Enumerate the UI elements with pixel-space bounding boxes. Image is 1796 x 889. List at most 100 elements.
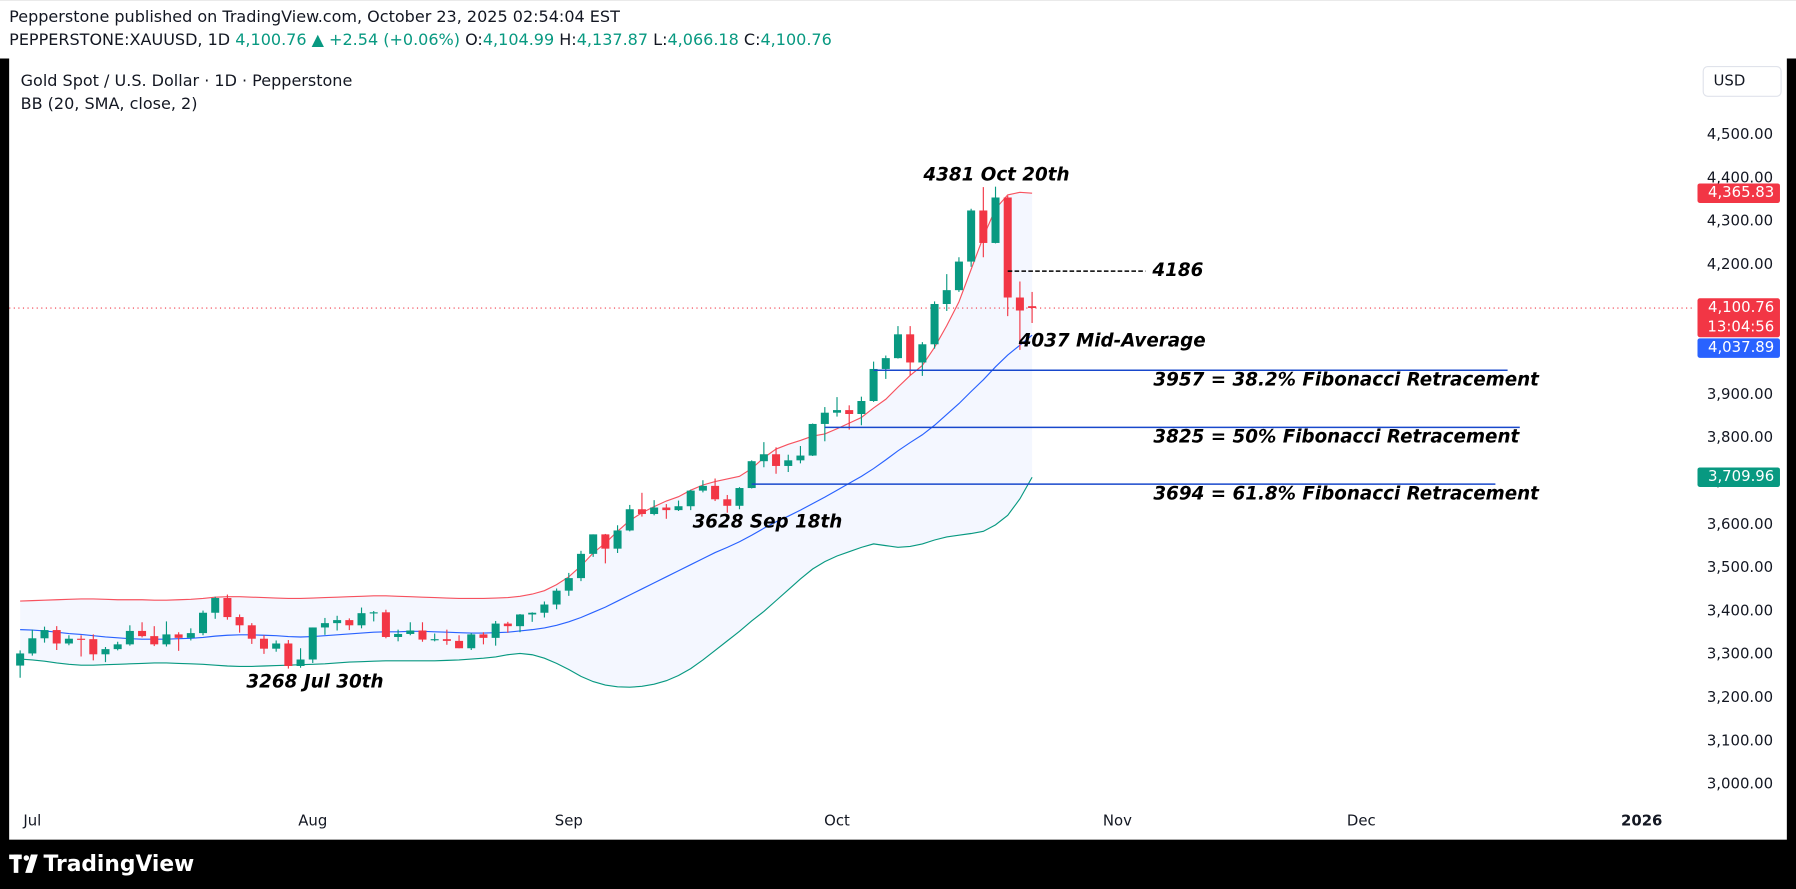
ohlc-label: L: [653, 30, 667, 49]
candle-body [979, 210, 988, 243]
y-tick-label: 3,600.00 [1707, 515, 1773, 533]
footer-brand: TradingView [44, 852, 195, 877]
y-tick-label: 3,800.00 [1707, 428, 1773, 446]
symbol: PEPPERSTONE:XAUUSD, 1D [9, 30, 230, 49]
candle-body [1028, 306, 1037, 309]
ohlc-value: 4,104.99 [483, 30, 554, 49]
candle-body [686, 490, 695, 507]
candle-body [601, 534, 610, 549]
logo [9, 854, 38, 873]
chart-bg [9, 58, 1787, 840]
candle-body [930, 304, 939, 345]
candle-body [381, 612, 390, 637]
header-bg [0, 0, 1796, 59]
candle-body [893, 334, 902, 359]
price-tag [1697, 183, 1780, 203]
candle-body [747, 461, 756, 489]
candle-body [857, 401, 866, 414]
y-tick-label: 4,400.00 [1707, 168, 1773, 186]
candle-body [394, 633, 403, 637]
ohlc-label: O: [465, 30, 483, 49]
price-tag-label: 4,365.83 [1708, 183, 1774, 201]
candle-body [174, 634, 183, 638]
price-tag-label: 4,037.89 [1708, 338, 1774, 356]
candle-body [186, 633, 195, 638]
x-tick-label: Nov [1103, 811, 1132, 829]
y-tick-label: 3,900.00 [1707, 385, 1773, 403]
price-tag [1697, 298, 1780, 338]
currency-button[interactable] [1702, 65, 1782, 97]
candle-body [125, 630, 134, 645]
candle-body [357, 613, 366, 626]
candle-body [430, 639, 439, 641]
chart-title: Gold Spot / U.S. Dollar · 1D · Peppersto… [21, 71, 353, 90]
candle-body [991, 197, 1000, 243]
price-tag-label: 4,100.76 [1708, 298, 1774, 316]
y-tick-label: 3,000.00 [1707, 775, 1773, 793]
candle-body [64, 638, 73, 644]
change: ▲ +2.54 (+0.06%) [312, 30, 460, 49]
logo-dot [23, 855, 30, 861]
band-lower [20, 476, 1033, 688]
candle-body [723, 499, 732, 506]
header-quote: PEPPERSTONE:XAUUSD, 1D 4,100.76 ▲ +2.54 … [9, 30, 832, 49]
candle-body [320, 623, 329, 628]
candle-body [845, 410, 854, 414]
candle-body [491, 623, 500, 638]
candle-body [308, 627, 317, 660]
currency-label[interactable]: USD [1714, 71, 1746, 89]
logo-stem [13, 854, 19, 873]
candle-body [784, 460, 793, 466]
candle-body [467, 634, 476, 649]
candle-body [235, 617, 244, 626]
candle-body [1015, 297, 1024, 311]
level-label: 3694 = 61.8% Fibonacci Retracement [1153, 483, 1540, 504]
candle-body [1003, 197, 1012, 298]
x-tick-label: Aug [298, 811, 327, 829]
x-tick-label: Sep [555, 811, 583, 829]
candle-body [650, 507, 659, 515]
candle-body [589, 534, 598, 554]
last: 4,100.76 [235, 30, 306, 49]
candle-body [662, 507, 671, 511]
candle-body [881, 358, 890, 369]
annotation: 4381 Oct 20th [922, 164, 1069, 185]
candle-body [796, 455, 805, 461]
y-tick-label: 3,100.00 [1707, 731, 1773, 749]
candle-body [516, 614, 525, 627]
candle-body [284, 643, 293, 667]
x-tick-label: Jul [22, 811, 41, 829]
candle-body [247, 625, 256, 639]
band-basis [20, 334, 1033, 640]
candle-body [345, 620, 354, 626]
candle-body [77, 638, 86, 640]
candle-body [906, 334, 915, 363]
candle-body [28, 638, 37, 654]
x-tick-label: Oct [824, 811, 850, 829]
ohlc-label: H: [559, 30, 576, 49]
candle-body [808, 423, 817, 456]
candle-body [967, 210, 976, 262]
candle-body [711, 485, 720, 500]
candle-body [418, 630, 427, 640]
annotation: 4037 Mid-Average [1018, 330, 1206, 351]
candle-body [820, 412, 829, 424]
candle-body [552, 590, 561, 605]
y-tick-label: 4,200.00 [1707, 255, 1773, 273]
candle-body [918, 344, 927, 363]
candle-body [503, 623, 512, 627]
candle-body [272, 643, 281, 649]
y-tick-label: 3,200.00 [1707, 688, 1773, 706]
candle-body [442, 639, 451, 641]
level-label: 3957 = 38.2% Fibonacci Retracement [1153, 370, 1540, 391]
y-tick-label: 3,300.00 [1707, 645, 1773, 663]
candle-body [369, 612, 378, 614]
candle-body [479, 634, 488, 638]
x-tick-label: 2026 [1621, 811, 1662, 829]
price-tag-label: 3,709.96 [1708, 467, 1774, 485]
candle-body [564, 578, 573, 591]
candle-body [759, 454, 768, 462]
candle-body [162, 634, 171, 645]
candle-body [833, 410, 842, 413]
